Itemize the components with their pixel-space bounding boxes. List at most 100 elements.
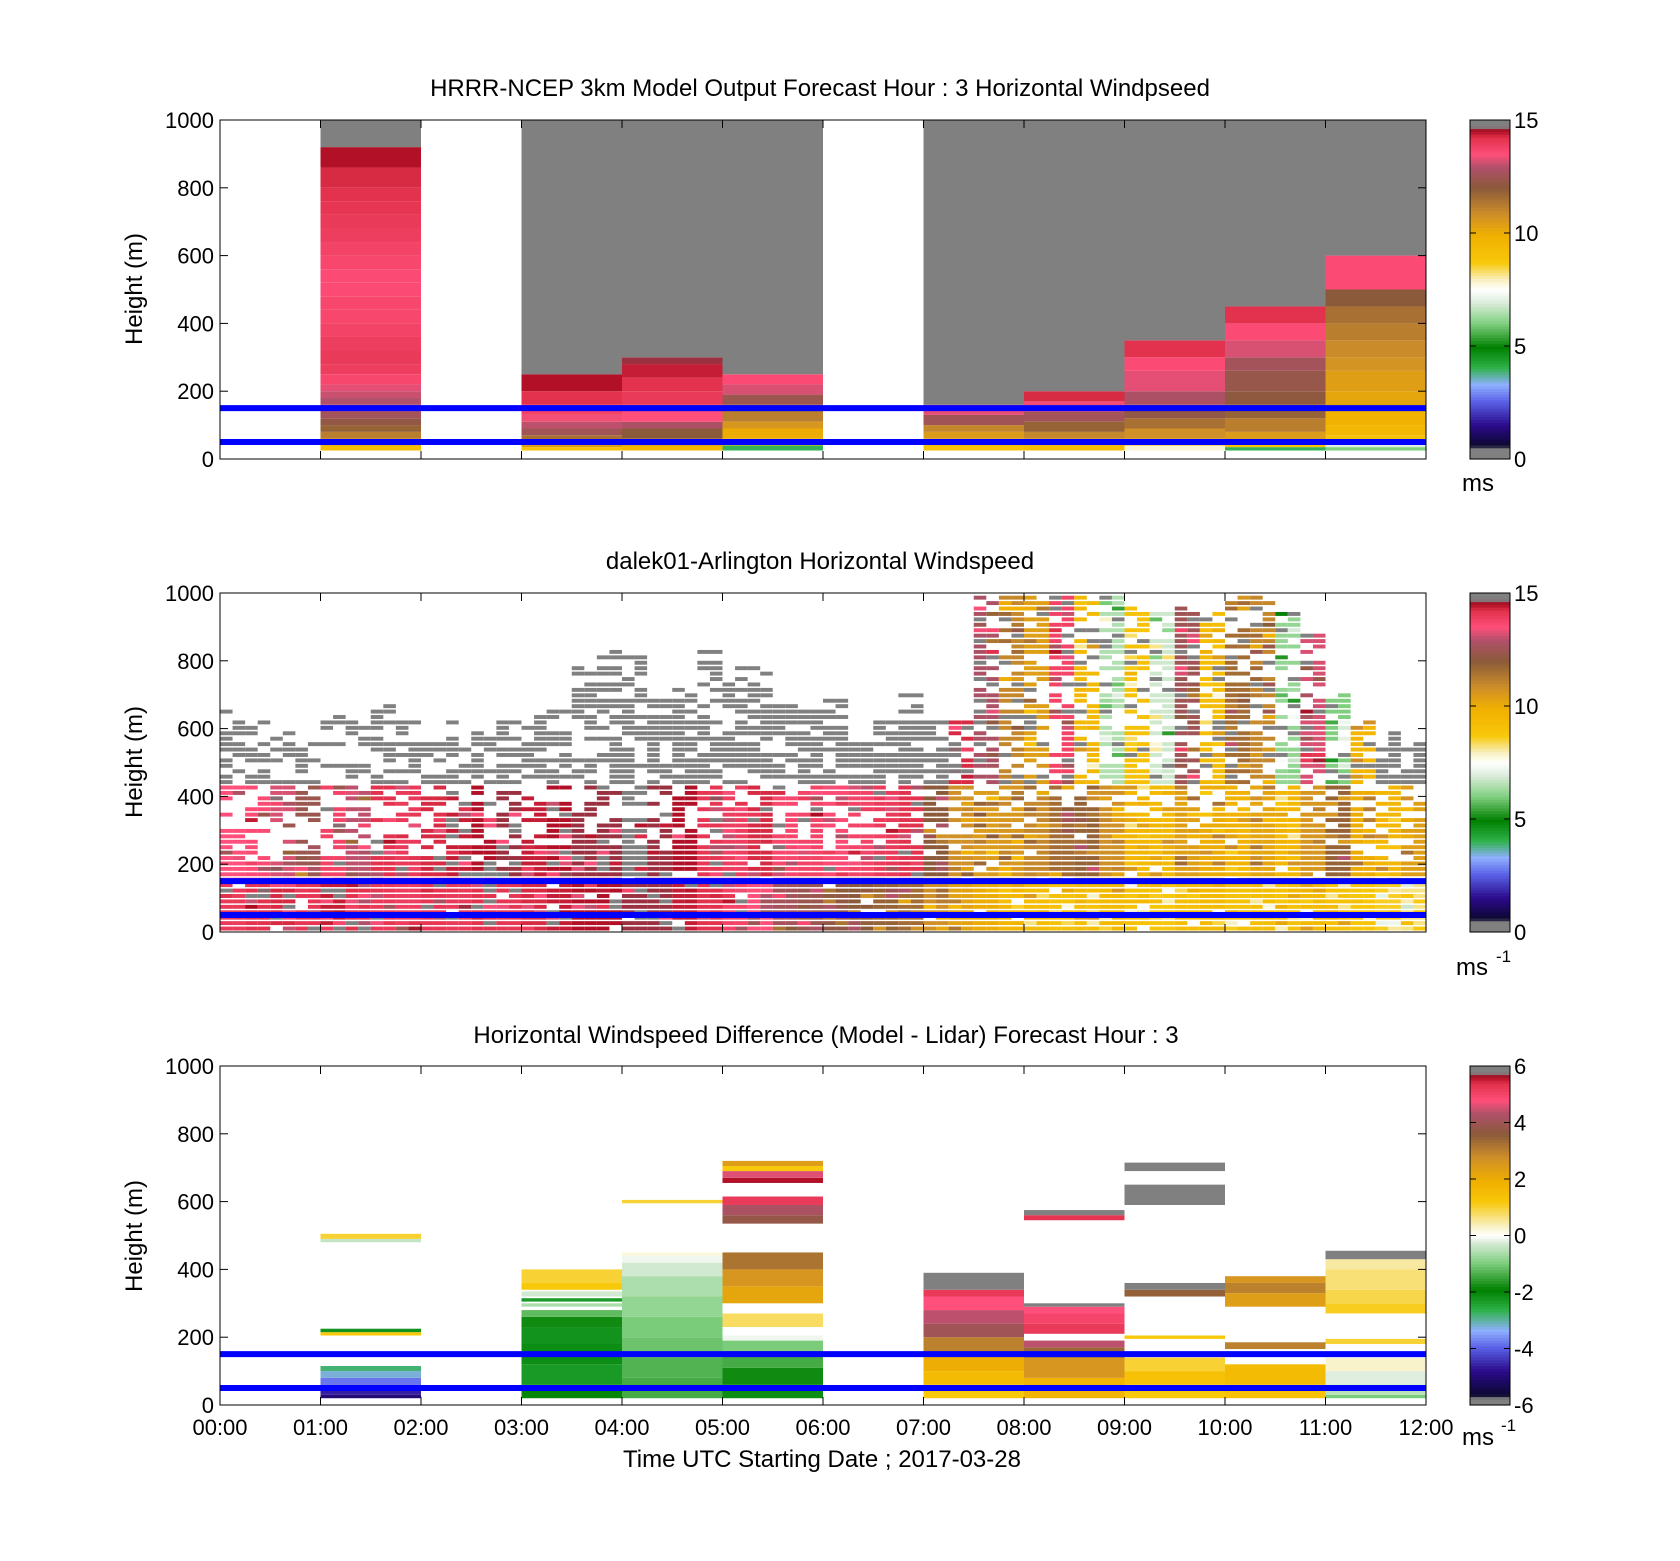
cell-lidar-b39-0-h64	[1199, 904, 1213, 909]
cell-lidar-b39-1-h192	[1212, 861, 1225, 866]
cell-lidar-b40-1-h496	[1237, 758, 1251, 763]
cell-lidar-b29-0-h0	[948, 926, 962, 931]
cell-lidar-b28-1-h608	[936, 720, 949, 725]
colorbar-step-model-45	[1470, 329, 1510, 333]
colorbar-step-lidar-64	[1470, 748, 1510, 752]
cell-model-c4-s6	[622, 391, 723, 405]
cell-lidar-b41-0-h288	[1250, 828, 1263, 833]
cell-lidar-b30-1-h288	[986, 828, 999, 833]
cell-lidar-b33-0-h368	[1049, 801, 1062, 806]
cell-lidar-b8-1-h112	[433, 888, 447, 893]
cell-lidar-b33-0-h288	[1049, 828, 1062, 833]
cell-lidar-b44-1-h0	[1338, 926, 1351, 931]
cell-lidar-b20-0-h720	[722, 682, 736, 687]
cell-lidar-b16-0-h160	[622, 872, 635, 877]
cell-lidar-b14-1-h272	[584, 834, 597, 839]
cell-lidar-b29-1-h384	[961, 796, 974, 801]
cell-lidar-b39-1-h688	[1212, 693, 1225, 698]
cell-difference-c8-s3	[1024, 1340, 1125, 1348]
cell-lidar-b6-0-h0	[370, 926, 384, 931]
cell-lidar-b41-1-h272	[1262, 834, 1276, 839]
cell-lidar-b22-1-h240	[785, 845, 798, 850]
cell-lidar-b35-1-h0	[1111, 926, 1125, 931]
cell-lidar-b23-0-h640	[797, 709, 811, 714]
cell-lidar-b31-1-h592	[1011, 725, 1024, 730]
colorbar-step-difference-29	[1470, 1320, 1510, 1324]
cell-lidar-b9-1-h208	[458, 856, 472, 860]
cell-lidar-b41-0-h560	[1250, 736, 1263, 741]
cell-lidar-b24-1-h480	[835, 763, 849, 768]
cell-lidar-b30-1-h368	[986, 801, 999, 806]
cell-lidar-b41-1-h704	[1262, 687, 1276, 692]
cell-difference-c10-s4	[1225, 1282, 1326, 1294]
cell-lidar-b15-0-h752	[596, 671, 610, 676]
cell-model-c1-s16	[320, 296, 421, 310]
cell-lidar-b31-1-h336	[1011, 812, 1024, 817]
cell-lidar-b31-1-h912	[1011, 617, 1024, 622]
cell-lidar-b24-0-h400	[823, 790, 836, 795]
cell-lidar-b9-1-h352	[458, 807, 472, 812]
cell-lidar-b47-1-h256	[1413, 839, 1426, 844]
cell-lidar-b11-1-h64	[508, 904, 522, 909]
cell-lidar-b42-1-h928	[1287, 611, 1301, 616]
cell-lidar-b28-1-h208	[936, 856, 949, 860]
cell-lidar-b40-0-h208	[1225, 856, 1238, 860]
colorbar-step-lidar-114	[1470, 607, 1510, 611]
cell-lidar-b39-1-h720	[1212, 682, 1225, 687]
cell-lidar-b31-0-h160	[998, 872, 1012, 877]
cell-lidar-b40-1-h528	[1237, 747, 1251, 752]
cell-lidar-b1-0-h64	[245, 904, 258, 909]
cell-lidar-b8-1-h80	[433, 899, 447, 904]
cell-lidar-b16-1-h0	[634, 926, 648, 931]
cell-lidar-b23-1-h80	[810, 899, 823, 904]
cell-lidar-b9-1-h64	[458, 904, 472, 909]
cell-lidar-b30-1-h320	[986, 818, 999, 823]
cell-lidar-b42-0-h768	[1275, 666, 1288, 671]
cell-lidar-b10-0-h304	[471, 823, 484, 828]
cell-lidar-b21-1-h512	[760, 753, 773, 757]
cell-lidar-b5-1-h112	[358, 888, 371, 893]
cell-lidar-b27-1-h176	[910, 866, 924, 871]
cell-model-c4-s4	[622, 411, 723, 422]
cell-lidar-b7-0-h544	[395, 742, 409, 747]
cell-lidar-b33-0-h432	[1049, 780, 1062, 785]
cell-lidar-b19-0-h160	[697, 872, 710, 877]
cell-lidar-b17-0-h112	[647, 888, 660, 893]
cell-lidar-b37-0-h752	[1149, 671, 1163, 676]
cell-lidar-b9-0-h112	[446, 888, 459, 893]
cell-lidar-b45-0-h256	[1350, 839, 1364, 844]
cell-lidar-b31-1-h928	[1011, 611, 1024, 616]
cell-lidar-b38-0-h128	[1174, 883, 1188, 888]
cell-difference-c11-s10	[1325, 1250, 1426, 1260]
cell-lidar-b9-1-h528	[458, 747, 472, 752]
colorbar-step-difference-10	[1470, 1373, 1510, 1378]
cell-lidar-b20-1-h80	[735, 899, 748, 904]
cell-lidar-b2-1-h80	[282, 899, 296, 904]
cell-lidar-b42-1-h320	[1287, 818, 1301, 823]
cell-lidar-b39-0-h800	[1199, 655, 1213, 660]
cell-lidar-b10-1-h464	[483, 769, 497, 774]
cell-lidar-b34-1-h0	[1086, 926, 1100, 931]
cell-lidar-b25-0-h16	[848, 921, 861, 926]
cell-lidar-b21-0-h720	[747, 682, 761, 687]
cell-lidar-b9-1-h160	[458, 872, 472, 877]
colorbar-step-lidar-109	[1470, 621, 1510, 625]
cell-lidar-b4-1-h0	[333, 926, 346, 931]
ytick-label-lidar-200: 200	[177, 852, 214, 877]
cell-lidar-b27-0-h64	[898, 904, 911, 909]
cell-lidar-b7-1-h400	[408, 790, 421, 795]
cell-lidar-b43-0-h240	[1300, 845, 1313, 850]
cell-lidar-b42-0-h672	[1275, 698, 1288, 703]
cell-lidar-b31-1-h160	[1011, 872, 1024, 877]
cell-lidar-b19-1-h112	[709, 888, 723, 893]
cell-model-c10-s11	[1225, 120, 1326, 307]
cell-lidar-b8-0-h272	[421, 834, 434, 839]
cell-model-c1-s8	[320, 391, 421, 398]
cell-lidar-b35-0-h384	[1099, 796, 1112, 801]
cell-lidar-b3-1-h336	[307, 812, 321, 817]
cell-lidar-b0-0-h240	[220, 845, 233, 850]
cell-lidar-b2-1-h208	[282, 856, 296, 860]
cell-lidar-b36-0-h928	[1124, 611, 1138, 616]
cell-difference-c1-s9	[320, 1233, 421, 1239]
cell-lidar-b18-1-h16	[684, 921, 698, 926]
